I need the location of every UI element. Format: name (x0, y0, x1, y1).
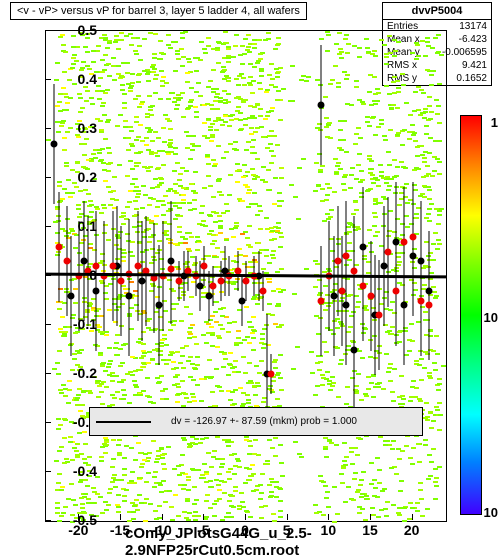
x-tick: 0 (241, 522, 249, 538)
stats-meany: -0.006595 (442, 47, 487, 58)
x-tick: 5 (283, 522, 291, 538)
x-tick: -10 (152, 522, 172, 538)
stats-rmsx: 9.421 (462, 60, 487, 71)
y-tick: 0.5 (78, 22, 97, 38)
colorbar-tick: 10 (484, 310, 498, 325)
x-tick: 15 (362, 522, 378, 538)
plot-title: <v - vP> versus vP for barrel 3, layer 5… (10, 2, 307, 20)
x-tick: 20 (404, 522, 420, 538)
x-tick: -15 (110, 522, 130, 538)
stats-rmsy: 0.1652 (456, 73, 487, 84)
fit-text: dv = -126.97 +- 87.59 (mkm) prob = 1.000 (171, 416, 357, 427)
x-tick: -20 (68, 522, 88, 538)
plot-area (45, 30, 447, 522)
colorbar (460, 115, 482, 515)
y-tick: 0.4 (78, 71, 97, 87)
data-points-layer (46, 31, 446, 521)
x-tick: -5 (197, 522, 209, 538)
y-tick: 0.1 (78, 218, 97, 234)
y-tick: -0.2 (73, 365, 97, 381)
y-tick: 0.3 (78, 120, 97, 136)
colorbar-tick: 10 (484, 505, 498, 520)
colorbar-tick: 1 (491, 115, 498, 130)
stats-meanx: -6.423 (459, 34, 487, 45)
fit-label-box: dv = -126.97 +- 87.59 (mkm) prob = 1.000 (89, 407, 423, 436)
y-tick: 0.2 (78, 169, 97, 185)
stats-name: dvvP5004 (383, 3, 491, 20)
fit-legend-line (96, 421, 151, 423)
y-tick: -0.1 (73, 316, 97, 332)
stats-entries: 13174 (459, 21, 487, 32)
y-tick: -0.4 (73, 463, 97, 479)
y-tick: 0 (89, 267, 97, 283)
x-tick: 10 (321, 522, 337, 538)
